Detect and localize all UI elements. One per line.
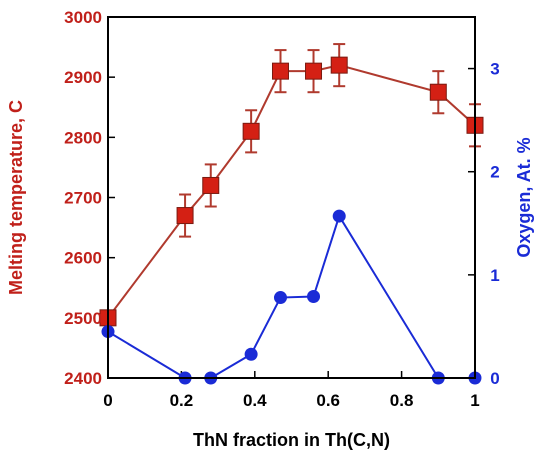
y-left-tick-label: 2900: [64, 68, 102, 87]
melting-temperature-point: [305, 62, 323, 80]
y-left-tick-label: 2500: [64, 309, 102, 328]
series-layer: [99, 43, 484, 385]
x-tick-label: 0: [103, 391, 112, 410]
y-right-tick-label: 2: [490, 163, 499, 182]
x-tick-label: 1: [470, 391, 479, 410]
melting-temperature-point: [429, 83, 447, 101]
y-left-tick-label: 2700: [64, 189, 102, 208]
x-axis-title: ThN fraction in Th(C,N): [193, 430, 390, 450]
y-left-tick-label: 2400: [64, 369, 102, 388]
y-left-tick-label: 3000: [64, 8, 102, 27]
melting-temperature-point: [202, 176, 220, 194]
y-right-tick-label: 1: [490, 266, 499, 285]
melting-temperature-point: [242, 122, 260, 140]
oxygen-point: [332, 209, 346, 223]
x-tick-label: 0.6: [316, 391, 340, 410]
oxygen-point: [244, 347, 258, 361]
y-left-tick-label: 2600: [64, 249, 102, 268]
oxygen-point: [273, 291, 287, 305]
x-tick-label: 0.2: [170, 391, 194, 410]
melting-temperature-point: [271, 62, 289, 80]
melting-temperature-point: [176, 207, 194, 225]
x-tick-label: 0.8: [390, 391, 414, 410]
y-left-axis-title: Melting temperature, C: [6, 100, 26, 295]
y-left-tick-label: 2800: [64, 128, 102, 147]
y-right-tick-label: 0: [490, 369, 499, 388]
oxygen-series-line: [107, 213, 475, 379]
x-tick-label: 0.4: [243, 391, 267, 410]
plot-frame: [107, 16, 476, 379]
melting-temperature-series-line: [107, 64, 476, 319]
y-right-tick-label: 3: [490, 60, 499, 79]
y-right-axis-title: Oxygen, At. %: [514, 137, 534, 257]
oxygen-point: [307, 290, 321, 304]
melting-temperature-point: [330, 56, 348, 74]
